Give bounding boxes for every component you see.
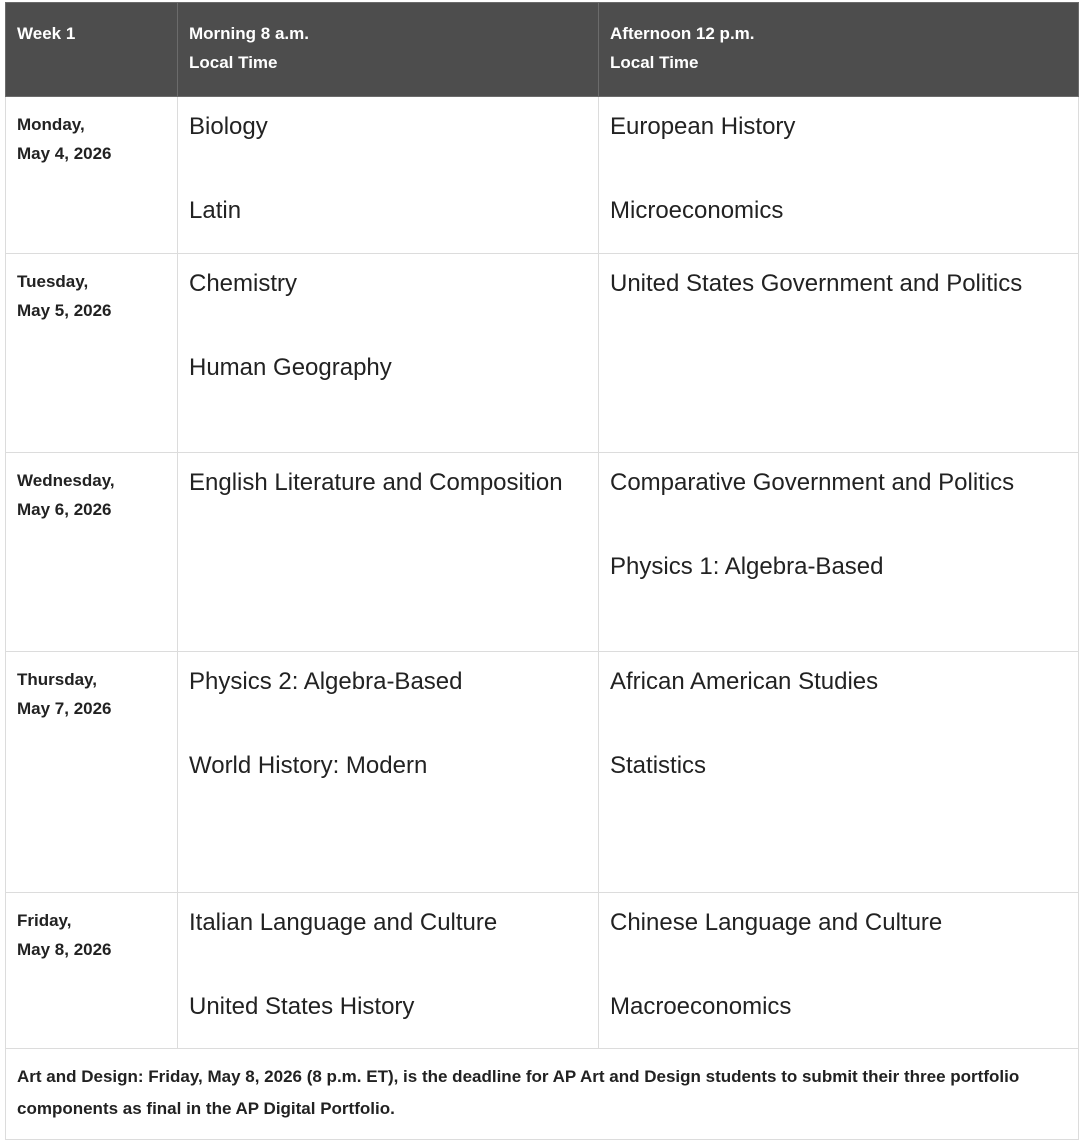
table-row: Monday, May 4, 2026 Biology Latin European H… [5, 96, 1079, 254]
afternoon-cell: United States Government and Politics [598, 253, 1079, 453]
exam-subject: Statistics [610, 752, 707, 779]
exam-subject: Biology [189, 113, 268, 140]
afternoon-cell: Chinese Language and Culture Macroeconomi… [598, 892, 1079, 1049]
day-date: May 4, 2026 [17, 144, 112, 163]
afternoon-sublabel: Local Time [610, 53, 699, 72]
afternoon-cell: European History Microeconomics [598, 96, 1079, 254]
table-row: Tuesday, May 5, 2026 Chemistry Human Geogra… [5, 253, 1079, 453]
day-date: May 7, 2026 [17, 699, 112, 718]
exam-subject: United States Government and Politics [610, 270, 1023, 297]
day-cell: Wednesday, May 6, 2026 [5, 452, 178, 652]
table-row: Friday, May 8, 2026 Italian Language and C… [5, 892, 1079, 1049]
afternoon-label: Afternoon 12 p.m. [610, 24, 755, 43]
art-design-note: Art and Design: Friday, May 8, 2026 (8 p… [5, 1048, 1079, 1140]
header-row: Week 1 Morning 8 a.m. Local Time Afternoo… [5, 2, 1079, 97]
day-name: Wednesday, [17, 471, 115, 490]
exam-subject: Microeconomics [610, 197, 784, 224]
day-date: May 8, 2026 [17, 940, 112, 959]
note-row: Art and Design: Friday, May 8, 2026 (8 p… [5, 1048, 1079, 1140]
exam-subject: Human Geography [189, 354, 392, 381]
day-cell: Tuesday, May 5, 2026 [5, 253, 178, 453]
table-row: Wednesday, May 6, 2026 English Literature … [5, 452, 1079, 652]
header-week: Week 1 [5, 2, 178, 97]
header-afternoon: Afternoon 12 p.m. Local Time [598, 2, 1079, 97]
exam-subject: Latin [189, 197, 242, 224]
afternoon-cell: African American Studies Statistics [598, 651, 1079, 893]
exam-subject: English Literature and Composition [189, 469, 563, 496]
exam-subject: Macroeconomics [610, 993, 792, 1020]
exam-subject: Physics 1: Algebra-Based [610, 553, 884, 580]
week-label: Week 1 [17, 24, 76, 43]
morning-cell: Italian Language and Culture United State… [177, 892, 599, 1049]
morning-cell: Chemistry Human Geography [177, 253, 599, 453]
morning-cell: Physics 2: Algebra-Based World History: M… [177, 651, 599, 893]
day-date: May 6, 2026 [17, 500, 112, 519]
morning-label: Morning 8 a.m. [189, 24, 309, 43]
morning-sublabel: Local Time [189, 53, 278, 72]
day-cell: Friday, May 8, 2026 [5, 892, 178, 1049]
afternoon-cell: Comparative Government and Politics Physi… [598, 452, 1079, 652]
day-cell: Monday, May 4, 2026 [5, 96, 178, 254]
header-morning: Morning 8 a.m. Local Time [177, 2, 599, 97]
exam-subject: Italian Language and Culture [189, 909, 498, 936]
day-name: Tuesday, [17, 272, 89, 291]
exam-subject: European History [610, 113, 796, 140]
exam-subject: African American Studies [610, 668, 879, 695]
table-row: Thursday, May 7, 2026 Physics 2: Algebra-B… [5, 651, 1079, 893]
day-name: Thursday, [17, 670, 97, 689]
exam-subject: Comparative Government and Politics [610, 469, 1015, 496]
exam-subject: World History: Modern [189, 752, 428, 779]
exam-subject: Physics 2: Algebra-Based [189, 668, 463, 695]
day-name: Monday, [17, 115, 85, 134]
day-cell: Thursday, May 7, 2026 [5, 651, 178, 893]
morning-cell: Biology Latin [177, 96, 599, 254]
exam-schedule-table: Week 1 Morning 8 a.m. Local Time Afternoo… [5, 2, 1079, 1140]
exam-subject: United States History [189, 993, 415, 1020]
day-name: Friday, [17, 911, 72, 930]
morning-cell: English Literature and Composition [177, 452, 599, 652]
exam-subject: Chinese Language and Culture [610, 909, 943, 936]
exam-subject: Chemistry [189, 270, 298, 297]
day-date: May 5, 2026 [17, 301, 112, 320]
